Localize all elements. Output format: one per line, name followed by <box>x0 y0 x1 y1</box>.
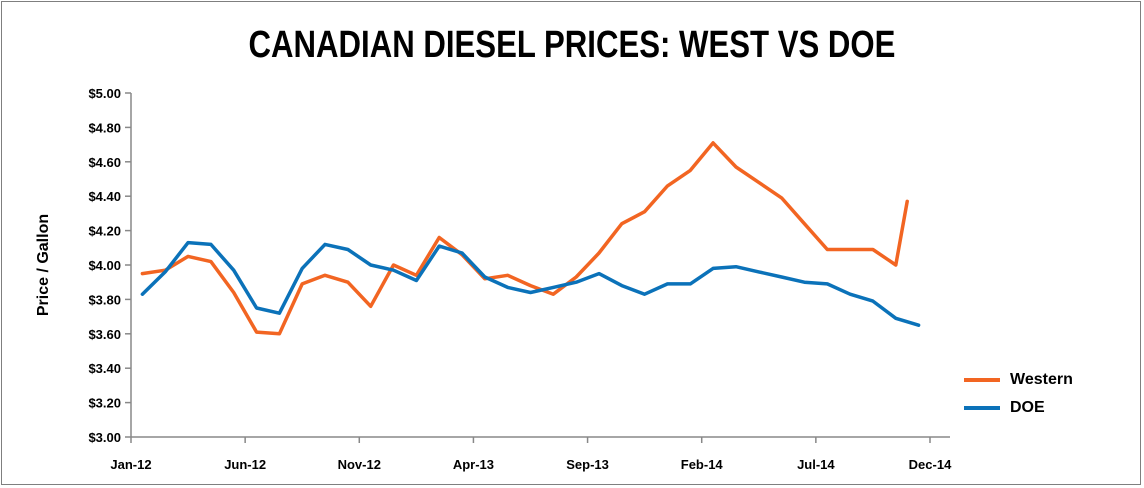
y-tick-label: $4.00 <box>88 258 121 273</box>
legend-swatch-western <box>964 378 1000 382</box>
x-tick-label: Jun-12 <box>224 457 266 472</box>
legend: Western DOE <box>964 366 1073 422</box>
chart-title: CANADIAN DIESEL PRICES: WEST VS DOE <box>248 24 896 66</box>
y-tick-label: $4.40 <box>88 189 121 204</box>
x-tick-label: Jan-12 <box>110 457 151 472</box>
series-line-western <box>140 141 909 336</box>
y-tick-label: $5.00 <box>88 86 121 101</box>
x-tick-label: Jul-14 <box>797 457 835 472</box>
y-tick-label: $4.20 <box>88 224 121 239</box>
x-tick-label: Apr-13 <box>453 457 494 472</box>
y-tick-label: $3.40 <box>88 361 121 376</box>
x-tick-label: Feb-14 <box>681 457 724 472</box>
legend-swatch-doe <box>964 406 1000 410</box>
x-tick-label: Dec-14 <box>909 457 952 472</box>
y-tick-label: $3.80 <box>88 292 121 307</box>
y-tick-label: $3.00 <box>88 430 121 445</box>
y-tick-label: $4.60 <box>88 155 121 170</box>
y-tick-label: $3.60 <box>88 327 121 342</box>
y-tick-label: $3.20 <box>88 396 121 411</box>
legend-label-western: Western <box>1010 371 1073 388</box>
x-tick-label: Nov-12 <box>338 457 381 472</box>
series-line-doe <box>140 240 921 327</box>
legend-item-doe: DOE <box>964 394 1073 422</box>
y-tick-label: $4.80 <box>88 120 121 135</box>
x-tick-label: Sep-13 <box>566 457 609 472</box>
legend-item-western: Western <box>964 366 1073 394</box>
legend-label-doe: DOE <box>1010 399 1045 416</box>
